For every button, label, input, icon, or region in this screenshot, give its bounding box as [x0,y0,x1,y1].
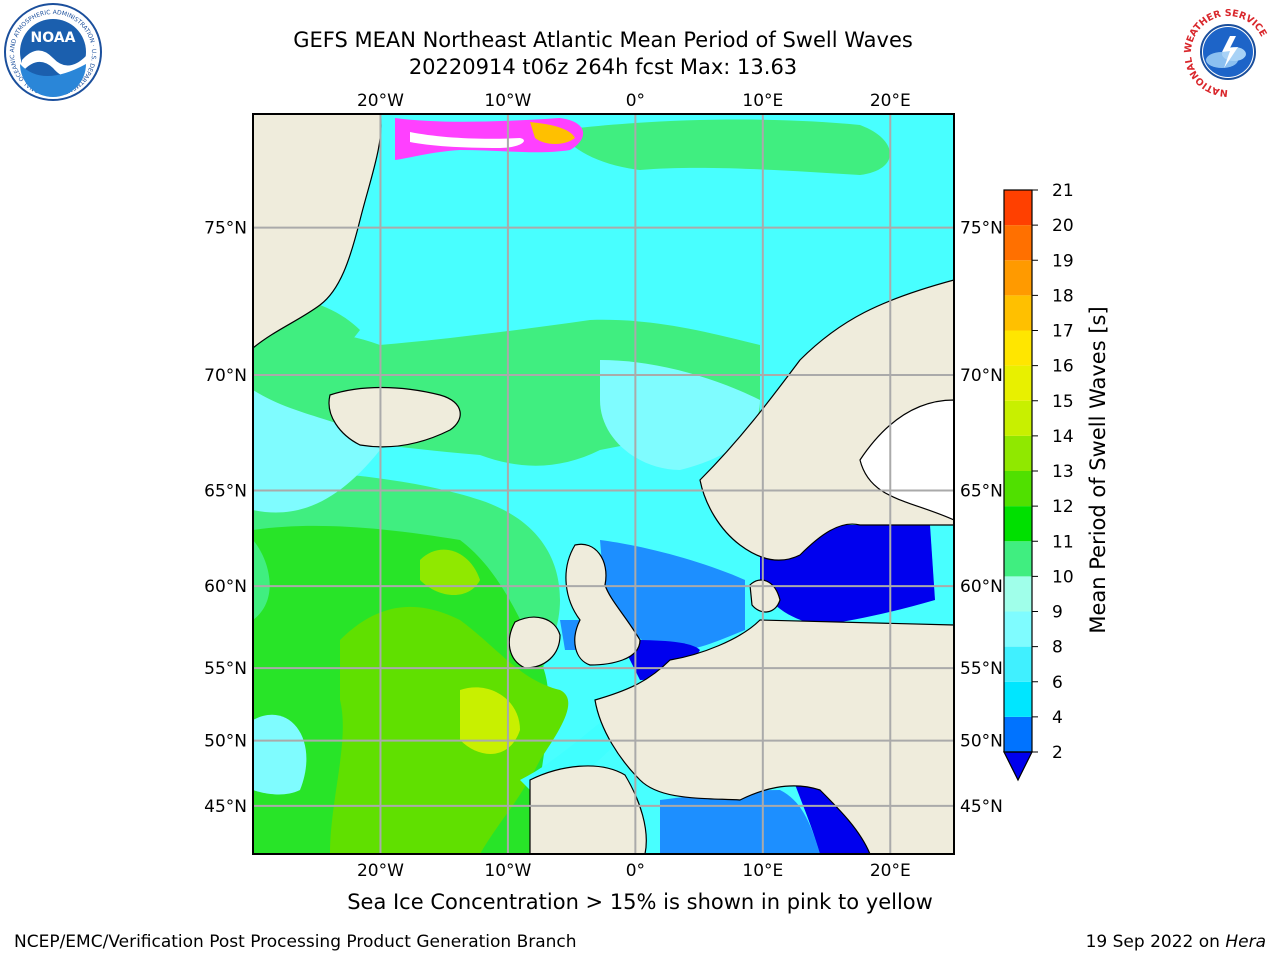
map-area [253,114,954,854]
colorbar-tick-label: 2 [1052,743,1063,763]
lat-label-left: 45°N [204,797,247,817]
colorbar-segment [1004,576,1032,612]
colorbar-tick-label: 11 [1052,532,1074,552]
colorbar-segment [1004,541,1032,577]
svg-text:NOAA: NOAA [31,30,76,46]
lat-label-left: 50°N [204,732,247,752]
great-britain-land [565,543,641,666]
lon-label-bottom: 10°W [484,861,531,881]
lat-label-left: 60°N [204,577,247,597]
noaa-logo: NATIONAL OCEANIC AND ATMOSPHERIC ADMINIS… [2,2,102,101]
colorbar-tick-label: 10 [1052,567,1074,587]
colorbar-segment [1004,716,1032,752]
nws-logo: NATIONAL WEATHER SERVICE [1181,5,1275,99]
lat-label-left: 70°N [204,366,247,386]
colorbar-segment [1004,330,1032,366]
colorbar-segment [1004,646,1032,682]
colorbar-segment [1004,260,1032,296]
colorbar-tick-label: 20 [1052,216,1074,236]
lat-label-right: 45°N [960,797,1003,817]
map-title: GEFS MEAN Northeast Atlantic Mean Period… [293,28,913,52]
iceland-land [328,386,461,448]
colorbar-segment [1004,190,1032,226]
sea-ice-caption: Sea Ice Concentration > 15% is shown in … [347,890,933,914]
lat-label-left: 55°N [204,659,247,679]
lon-label-top: 0° [626,91,645,111]
footer-date-text: 19 Sep 2022 on [1085,932,1226,952]
colorbar-tick-label: 17 [1052,322,1074,342]
colorbar-tick-label: 21 [1052,181,1074,201]
colorbar-tick-label: 15 [1052,392,1074,412]
colorbar-tick-label: 12 [1052,497,1074,517]
lon-label-bottom: 20°W [357,861,404,881]
colorbar-tick-label: 19 [1052,251,1074,271]
lon-label-top: 20°W [357,91,404,111]
colorbar-tick-label: 14 [1052,427,1074,447]
colorbar-tick-label: 16 [1052,357,1074,377]
colorbar-tick-label: 18 [1052,286,1074,306]
colorbar-segment [1004,365,1032,401]
lat-label-right: 75°N [960,219,1003,239]
lat-label-left: 75°N [204,219,247,239]
axis-labels: 20°W 20°W 10°W 10°W 0° 0° 10°E 10°E 20°E 20°E 75°N… [204,91,1003,881]
colorbar-tick-label: 4 [1052,708,1063,728]
colorbar-tick-label: 8 [1052,638,1063,658]
colorbar-tick-label: 6 [1052,673,1063,693]
lat-label-left: 65°N [204,481,247,501]
lon-label-bottom: 10°E [742,861,783,881]
colorbar-segment [1004,611,1032,647]
lat-label-right: 70°N [960,366,1003,386]
colorbar-segment [1004,681,1032,717]
colorbar-segment [1004,506,1032,542]
colorbar-under-arrow [1003,751,1033,782]
colorbar-tick-label: 13 [1052,462,1074,482]
lon-label-top: 10°W [484,91,531,111]
lon-label-top: 20°E [870,91,911,111]
footer-date: 19 Sep 2022 on Hera [1086,932,1266,952]
map-frame [252,113,955,855]
footer-host: Hera [1225,932,1266,952]
colorbar: 2 4 6 8 9 10 11 12 13 14 15 16 17 18 19 20 21 [1003,181,1074,782]
continental-europe-land [594,619,954,854]
colorbar-segment [1004,295,1032,331]
colorbar-label: Mean Period of Swell Waves [s] [1086,306,1110,633]
ireland-land [508,616,561,669]
lat-label-right: 55°N [960,659,1003,679]
lat-label-right: 60°N [960,577,1003,597]
map-graticule [253,114,954,854]
map-subtitle: 20220914 t06z 264h fcst Max: 13.63 [408,55,798,79]
lon-label-top: 10°E [742,91,783,111]
colorbar-segment [1004,471,1032,507]
lat-label-right: 50°N [960,732,1003,752]
colorbar-segment [1004,400,1032,436]
colorbar-tick-label: 9 [1052,603,1063,623]
lat-label-right: 65°N [960,481,1003,501]
lon-label-bottom: 20°E [870,861,911,881]
denmark-land [749,579,781,613]
greenland-land [253,114,382,349]
lon-label-bottom: 0° [626,861,645,881]
iberia-land [529,765,647,854]
colorbar-segment [1004,225,1032,261]
colorbar-segment [1004,435,1032,471]
footer-credit: NCEP/EMC/Verification Post Processing Pr… [14,932,577,952]
